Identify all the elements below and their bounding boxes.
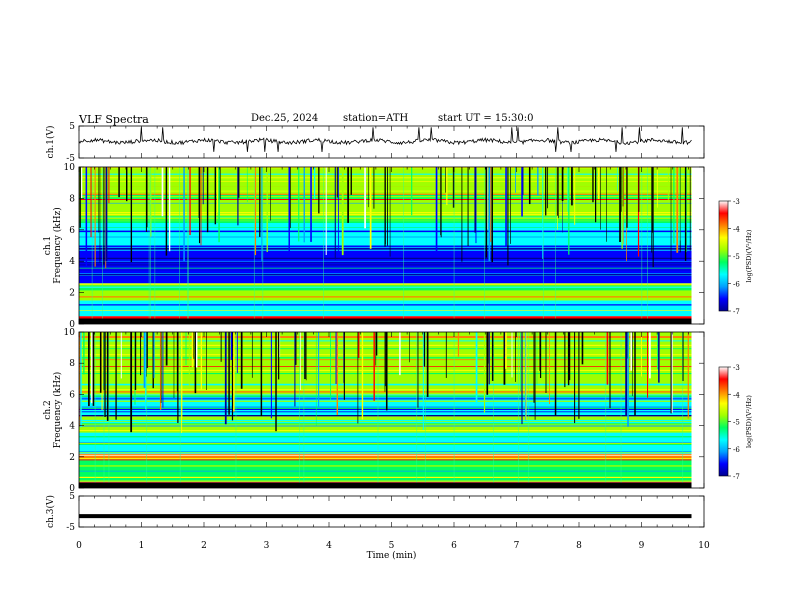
colorbar-tick-label: -4 [733,391,740,399]
ch1-spectrogram-image [79,167,692,324]
dc-band [79,482,692,488]
y-tick-label: 10 [64,163,76,173]
x-tick-label: 8 [576,541,582,551]
y-axis-label-line: Frequency (kHz) [52,207,63,284]
colorbar-tick-label: -7 [733,473,740,481]
colorbar-label: log(PSD)(V²/Hz) [745,229,753,282]
y-tick-label: 0 [69,320,75,330]
x-tick-label: 2 [201,541,207,551]
y-tick-label: 5 [69,122,75,132]
colorbar-tick-label: -4 [733,226,740,234]
y-axis-label: ch.3(V) [45,495,56,528]
y-axis-label-line: ch.1(V) [45,126,56,159]
y-axis-label-line: ch.2 [43,400,53,419]
colorbar-tick-label: -6 [733,446,740,454]
y-tick-label: 4 [69,257,75,267]
colorbar-tick-label: -3 [733,198,740,206]
colorbar-label: log(PSD)(V²/Hz) [745,395,753,448]
x-tick-label: 4 [326,541,332,551]
y-tick-label: 0 [69,484,75,494]
dc-band [79,318,692,324]
y-axis-label: ch.2 Frequency (kHz) [43,372,63,449]
date-label: Dec.25, 2024 [251,113,319,124]
ch2-spectrogram-image [79,332,692,488]
x-tick-label: 7 [514,541,520,551]
x-tick-label: 5 [389,541,395,551]
x-tick-label: 9 [639,541,645,551]
colorbar-scale [718,366,729,477]
colorbar-tick-label: -3 [733,364,740,372]
x-tick-label: 1 [139,541,145,551]
station-label: station=ATH [343,113,409,124]
x-axis-label: Time (min) [367,550,417,561]
colorbar-tick-label: -6 [733,281,740,289]
y-tick-label: 4 [69,422,75,432]
y-tick-label: -5 [66,523,75,533]
y-tick-label: 8 [69,194,75,204]
y-tick-label: 6 [69,390,75,400]
colorbar-scale [718,200,729,312]
no-data-area [691,332,704,488]
spectral-band [79,300,692,317]
y-tick-label: 8 [69,359,75,369]
x-tick-label: 10 [698,541,710,551]
no-data-area [691,167,704,324]
colorbar-tick-label: -5 [733,419,740,427]
y-axis-label-line: Frequency (kHz) [52,372,63,449]
start-time-label: start UT = 15:30:0 [438,113,534,124]
y-axis-label: ch.1(V) [45,126,56,159]
y-axis-label-line: ch.1 [43,236,53,255]
y-axis-label-line: ch.3(V) [45,495,56,528]
x-tick-label: 6 [451,541,457,551]
spectral-band [79,394,692,417]
y-tick-label: 10 [64,328,76,338]
y-tick-label: 2 [69,453,75,463]
chart-title: VLF Spectra [79,113,149,126]
y-tick-label: 2 [69,289,75,299]
y-tick-label: -5 [66,154,75,164]
y-axis-label: ch.1 Frequency (kHz) [43,207,63,284]
y-tick-label: 6 [69,226,75,236]
ch1-waveform-line [78,127,692,152]
y-tick-label: 5 [69,492,75,502]
x-tick-label: 3 [264,541,270,551]
colorbar-tick-label: -7 [733,308,740,316]
spectral-band [79,453,692,460]
x-tick-label: 0 [76,541,82,551]
colorbar-tick-label: -5 [733,253,740,261]
